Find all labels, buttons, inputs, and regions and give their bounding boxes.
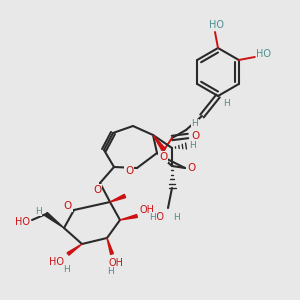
- Text: O: O: [188, 163, 196, 173]
- Text: H: H: [108, 266, 114, 275]
- Text: H: H: [150, 212, 156, 221]
- Text: OH: OH: [109, 258, 124, 268]
- Text: HO: HO: [14, 217, 29, 227]
- Text: O: O: [93, 185, 101, 195]
- Text: H: H: [64, 265, 70, 274]
- Text: OH: OH: [140, 205, 154, 215]
- Polygon shape: [107, 238, 113, 254]
- Text: H: H: [192, 119, 198, 128]
- Polygon shape: [67, 244, 82, 255]
- Polygon shape: [110, 194, 126, 202]
- Text: HO: HO: [208, 20, 224, 30]
- Text: H: H: [172, 212, 179, 221]
- Text: O: O: [64, 201, 72, 211]
- Text: HO: HO: [50, 257, 64, 267]
- Text: HO: HO: [256, 49, 271, 59]
- Text: O: O: [125, 166, 133, 176]
- Polygon shape: [120, 214, 137, 220]
- Text: H: H: [189, 142, 195, 151]
- Text: H: H: [34, 206, 41, 215]
- Text: O: O: [159, 152, 167, 162]
- Text: HO: HO: [148, 212, 164, 222]
- Polygon shape: [45, 212, 64, 228]
- Text: H: H: [223, 100, 230, 109]
- Text: O: O: [192, 131, 200, 141]
- Polygon shape: [153, 135, 166, 151]
